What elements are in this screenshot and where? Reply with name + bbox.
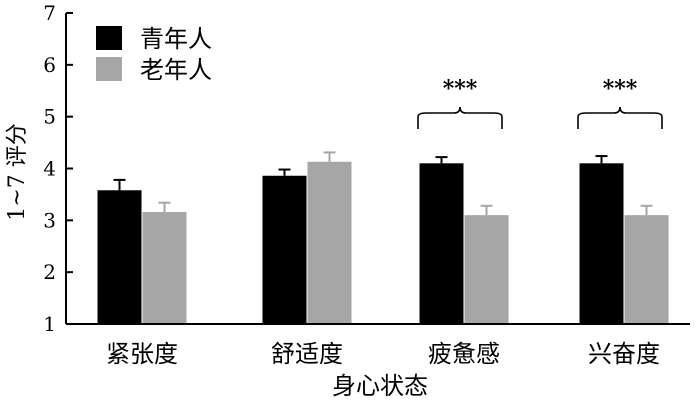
significance-bracket (577, 106, 663, 129)
x-axis-label: 身心状态 (332, 372, 428, 400)
y-axis-ticks: 1 2 3 4 5 6 7 (43, 1, 73, 336)
bar-old-3 (464, 215, 509, 324)
legend-swatch (96, 26, 122, 50)
y-tick-label: 4 (43, 157, 56, 181)
significance-label: *** (603, 76, 638, 102)
bar-young-2 (262, 175, 307, 324)
y-tick-label: 5 (43, 105, 56, 129)
legend-swatch (96, 57, 122, 81)
y-axis-label: 1~7 评分 (5, 123, 30, 220)
error-bars (113, 151, 653, 216)
significance-annotations: *** *** (417, 76, 663, 129)
category-labels: 紧张度 舒适度 疲惫感 兴奋度 (106, 340, 660, 368)
category-label: 疲惫感 (428, 340, 500, 368)
legend-label: 老年人 (140, 56, 212, 84)
y-tick-label: 6 (43, 53, 56, 77)
bar-old-2 (307, 161, 352, 324)
bar-young-4 (579, 163, 624, 324)
y-tick-label: 1 (43, 312, 56, 336)
bars (97, 161, 669, 324)
category-label: 舒适度 (271, 340, 343, 368)
category-label: 兴奋度 (588, 340, 660, 368)
y-tick-label: 7 (43, 1, 56, 25)
category-label: 紧张度 (106, 340, 178, 368)
y-tick-label: 3 (43, 208, 56, 232)
bar-young-3 (419, 163, 464, 324)
legend-label: 青年人 (140, 25, 212, 53)
y-tick-label: 2 (43, 260, 56, 284)
significance-bracket (417, 106, 503, 129)
bar-young-1 (97, 190, 142, 324)
bar-old-1 (142, 212, 187, 324)
significance-label: *** (443, 76, 478, 102)
bar-old-4 (624, 215, 669, 324)
